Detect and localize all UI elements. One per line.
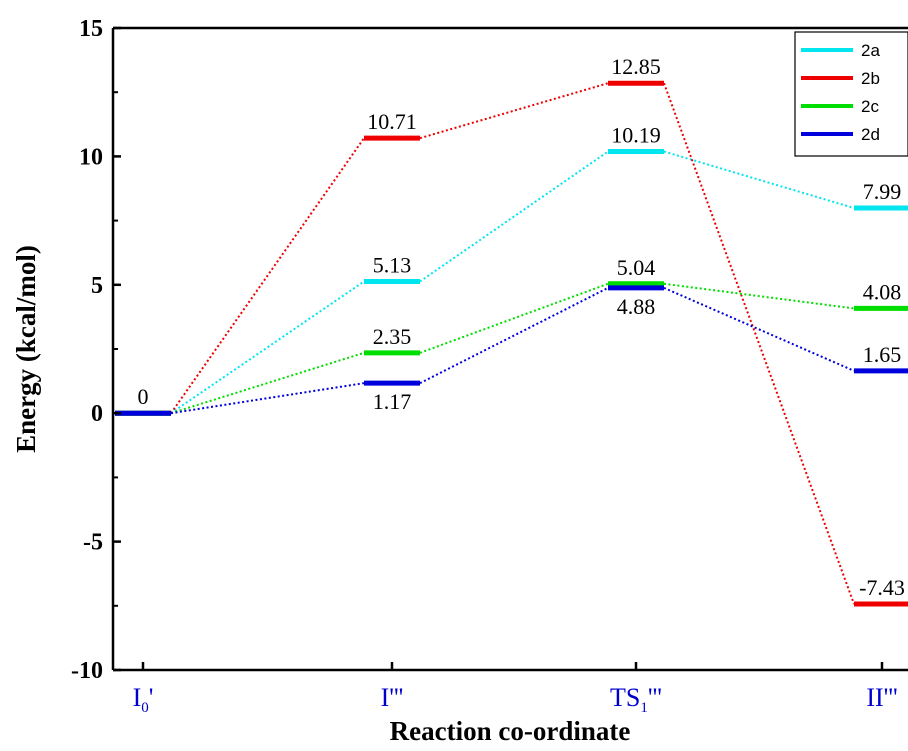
value-label-2a-3: 7.99 [863,179,902,204]
x-axis-title: Reaction co-ordinate [390,716,631,746]
connector-2c-2 [663,282,855,310]
x-tick-label: I''' [381,683,404,712]
connector-2d-0 [170,382,365,415]
value-label-2d-2: 4.88 [617,294,656,319]
value-label-2d-3: 1.65 [863,342,902,367]
connector-lines [170,82,855,605]
value-label-2b-3: -7.43 [859,575,905,600]
energy-levels [115,80,908,607]
value-label-2c-3: 4.08 [863,279,902,304]
y-tick-label: 0 [91,401,103,427]
y-axis-title: Energy (kcal/mol) [11,245,41,453]
connector-2a-2 [663,150,855,209]
value-label-2c-2: 5.04 [617,255,656,280]
legend: 2a 2b 2c 2d [794,31,908,157]
legend-label-2d: 2d [861,125,880,144]
value-label-2a-1: 5.13 [373,252,412,277]
y-tick-label: -5 [83,530,103,556]
y-tick-label: 15 [79,16,103,42]
value-label-2d-1: 1.17 [373,389,412,414]
legend-label-2b: 2b [861,69,880,88]
x-tick-label: TS1''' [610,683,662,716]
connector-2b-0 [170,137,365,414]
connector-2a-1 [419,150,609,283]
value-label-2b-2: 12.85 [611,54,661,79]
connector-2d-1 [419,286,609,385]
legend-label-2a: 2a [861,41,880,60]
connector-2b-1 [419,82,609,140]
connector-2d-2 [663,286,855,372]
value-label-2c-1: 2.35 [373,324,412,349]
value-label-2b-1: 10.71 [367,109,417,134]
connector-2c-1 [419,282,609,354]
y-tick-label: 5 [91,273,103,299]
connector-2a-0 [170,280,365,415]
y-tick-label: 10 [79,144,103,170]
y-tick-label: -10 [71,658,103,684]
connector-2b-2 [663,82,855,605]
connector-2c-0 [170,351,365,415]
value-label-2a-2: 10.19 [611,123,661,148]
value-labels: 5.13 10.19 7.99 10.71 12.85 -7.43 2.35 5.04 4.08… [138,54,905,600]
x-tick-label: II''' [866,683,897,712]
axes: -10 -5 0 5 10 15 I0' I''' TS1''' II''' [71,16,908,716]
value-label-2d-0: 0 [138,384,149,409]
legend-label-2c: 2c [861,97,879,116]
x-tick-label: I0' [133,683,154,716]
